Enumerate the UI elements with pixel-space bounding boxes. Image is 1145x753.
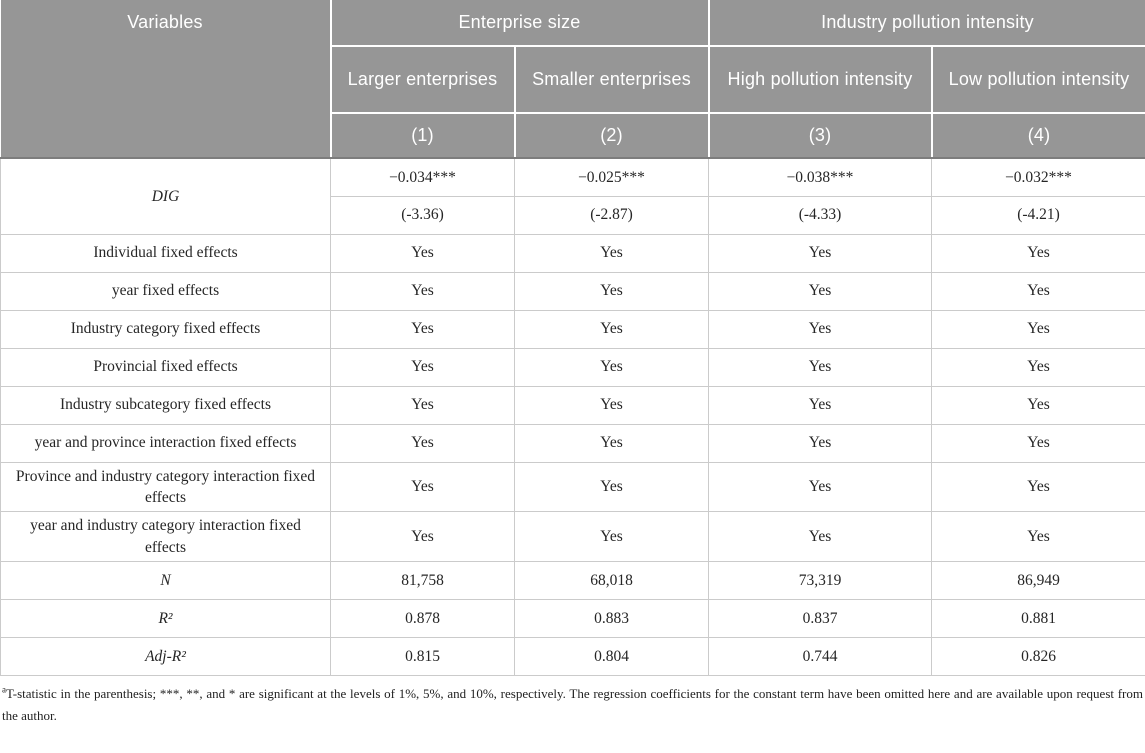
row-value: Yes xyxy=(931,423,1145,463)
row-label: Province and industry category interacti… xyxy=(0,461,331,513)
footnote-text: T-statistic in the parenthesis; ***, **,… xyxy=(2,686,1143,723)
row-value: Yes xyxy=(708,309,932,349)
row-value: Yes xyxy=(330,271,515,311)
table-row: Industry subcategory fixed effects Yes Yes… xyxy=(0,385,1145,425)
table-row: R² 0.878 0.883 0.837 0.881 xyxy=(0,599,1145,638)
table-row: Province and industry category interacti… xyxy=(0,461,1145,513)
row-label: Individual fixed effects xyxy=(0,233,331,273)
row-value: Yes xyxy=(330,347,515,387)
header-group-industry-pollution-intensity: Industry pollution intensity xyxy=(707,0,1145,47)
row-value: Yes xyxy=(931,511,1145,562)
row-label: R² xyxy=(0,599,331,638)
row-value: Yes xyxy=(931,385,1145,425)
row-value: Yes xyxy=(330,233,515,273)
row-value: 0.837 xyxy=(708,599,932,638)
row-value: 68,018 xyxy=(514,561,709,600)
regression-results-table: Variables Enterprise size Industry pollu… xyxy=(0,0,1145,676)
row-value: 0.804 xyxy=(514,637,709,676)
table-header: Variables Enterprise size Industry pollu… xyxy=(0,0,1145,159)
row-label: year and province interaction fixed effe… xyxy=(0,423,331,463)
table-footnote: aT-statistic in the parenthesis; ***, **… xyxy=(0,676,1145,727)
row-value: 81,758 xyxy=(330,561,515,600)
row-value: 0.815 xyxy=(330,637,515,676)
header-subcol-row: Larger enterprises Smaller enterprises H… xyxy=(1,45,1145,114)
table-row: Adj-R² 0.815 0.804 0.744 0.826 xyxy=(0,637,1145,676)
row-value: Yes xyxy=(514,461,709,513)
table-row: Industry category fixed effects Yes Yes Yes… xyxy=(0,309,1145,349)
row-value: Yes xyxy=(931,271,1145,311)
row-value: Yes xyxy=(931,309,1145,349)
table-row: year and industry category interaction f… xyxy=(0,511,1145,562)
row-label: N xyxy=(0,561,331,600)
header-subcol-high-pollution-intensity: High pollution intensity xyxy=(707,45,933,114)
row-value: Yes xyxy=(514,271,709,311)
row-value: 0.744 xyxy=(708,637,932,676)
footnote-marker: a xyxy=(2,684,6,695)
tstat-value: (-4.33) xyxy=(708,195,932,235)
row-value: Yes xyxy=(514,385,709,425)
row-label: year fixed effects xyxy=(0,271,331,311)
row-value: Yes xyxy=(330,385,515,425)
row-value: Yes xyxy=(931,461,1145,513)
row-label: year and industry category interaction f… xyxy=(0,511,331,562)
table-row: Provincial fixed effects Yes Yes Yes Yes xyxy=(0,347,1145,387)
header-group-enterprise-size: Enterprise size xyxy=(329,0,710,47)
tstat-value: (-4.21) xyxy=(931,195,1145,235)
row-value: Yes xyxy=(330,511,515,562)
row-value: 0.881 xyxy=(931,599,1145,638)
table-row-dig-coefficients: DIG −0.034*** −0.025*** −0.038*** −0.032*** xyxy=(0,157,1145,235)
tstat-value: (-3.36) xyxy=(330,195,515,235)
row-value: Yes xyxy=(708,511,932,562)
row-value: 86,949 xyxy=(931,561,1145,600)
header-col-number-4: (4) xyxy=(930,112,1145,159)
header-col-number-2: (2) xyxy=(513,112,710,159)
coefficient-value: −0.032*** xyxy=(931,157,1145,197)
coefficient-value: −0.034*** xyxy=(330,157,515,197)
row-value: Yes xyxy=(708,423,932,463)
row-label: Industry subcategory fixed effects xyxy=(0,385,331,425)
header-subcol-larger-enterprises: Larger enterprises xyxy=(329,45,516,114)
header-subcol-low-pollution-intensity: Low pollution intensity xyxy=(930,45,1145,114)
row-value: Yes xyxy=(931,347,1145,387)
row-label: Adj-R² xyxy=(0,637,331,676)
row-label: DIG xyxy=(0,157,331,235)
row-value: Yes xyxy=(708,461,932,513)
header-subcol-smaller-enterprises: Smaller enterprises xyxy=(513,45,710,114)
row-value: Yes xyxy=(514,347,709,387)
row-value: Yes xyxy=(514,309,709,349)
row-value: Yes xyxy=(931,233,1145,273)
table-row: Individual fixed effects Yes Yes Yes Yes xyxy=(0,233,1145,273)
row-value: 0.826 xyxy=(931,637,1145,676)
header-group-row: Variables Enterprise size Industry pollu… xyxy=(0,0,1145,159)
header-col-number-1: (1) xyxy=(329,112,516,159)
row-value: 0.883 xyxy=(514,599,709,638)
row-value: Yes xyxy=(708,385,932,425)
header-variables: Variables xyxy=(0,0,332,159)
table-row: year and province interaction fixed effe… xyxy=(0,423,1145,463)
header-column-number-row: (1) (2) (3) (4) xyxy=(1,112,1145,159)
header-col-number-3: (3) xyxy=(707,112,933,159)
row-label: Provincial fixed effects xyxy=(0,347,331,387)
coefficient-value: −0.025*** xyxy=(514,157,709,197)
table-body: DIG −0.034*** −0.025*** −0.038*** −0.032***(… xyxy=(0,157,1145,676)
row-value: Yes xyxy=(708,271,932,311)
table-row: year fixed effects Yes Yes Yes Yes xyxy=(0,271,1145,311)
row-value: Yes xyxy=(514,423,709,463)
row-value: Yes xyxy=(514,233,709,273)
tstat-value: (-2.87) xyxy=(514,195,709,235)
row-value: Yes xyxy=(330,309,515,349)
table-row: N 81,758 68,018 73,319 86,949 xyxy=(0,561,1145,600)
row-value: 0.878 xyxy=(330,599,515,638)
row-value: Yes xyxy=(330,461,515,513)
coefficient-value: −0.038*** xyxy=(708,157,932,197)
row-value: Yes xyxy=(708,347,932,387)
row-value: 73,319 xyxy=(708,561,932,600)
row-value: Yes xyxy=(330,423,515,463)
row-value: Yes xyxy=(708,233,932,273)
row-value: Yes xyxy=(514,511,709,562)
row-label: Industry category fixed effects xyxy=(0,309,331,349)
